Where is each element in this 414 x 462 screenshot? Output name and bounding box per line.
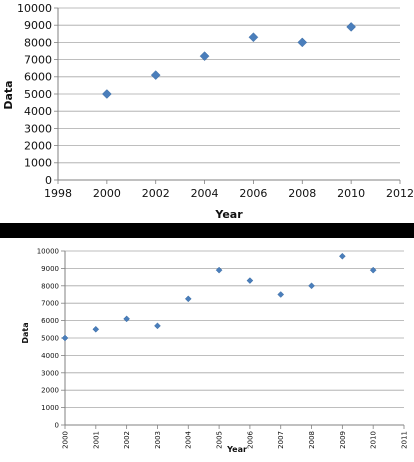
x-tick-label: 2011 (400, 431, 408, 449)
data-points (61, 252, 377, 342)
x-tick-label: 2002 (142, 187, 170, 200)
y-tick-label: 5000 (41, 334, 59, 342)
y-tick-labels: 0 1000 2000 3000 4000 5000 6000 7000 8000 9000 100… (17, 2, 52, 187)
data-point (184, 295, 192, 303)
y-tick-label: 0 (55, 421, 59, 429)
data-point (277, 291, 285, 298)
y-tick-label: 10000 (17, 2, 52, 15)
y-tick-label: 1000 (41, 404, 59, 412)
x-tick-label: 2007 (277, 431, 285, 449)
x-tick-label: 2010 (370, 431, 378, 449)
y-tick-label: 4000 (24, 105, 52, 118)
y-tick-label: 0 (45, 174, 52, 187)
data-point (246, 277, 254, 284)
x-tick-label: 2012 (386, 187, 414, 200)
y-tick-label: 1000 (24, 157, 52, 170)
data-point (308, 282, 315, 290)
data-point (61, 334, 69, 342)
gridlines (65, 250, 404, 426)
x-tick-label: 2009 (339, 431, 347, 449)
x-tick-label: 2003 (154, 431, 162, 449)
scatter-chart-bottom: 0 1000 2000 3000 4000 5000 6000 7000 8000 9000 100… (21, 247, 408, 454)
x-tick-labels: 2000 2001 2002 2003 2004 2005 2006 2007 2008 2009… (61, 430, 408, 448)
data-point (92, 325, 100, 333)
data-point (339, 252, 346, 260)
y-tick-label: 8000 (24, 36, 52, 49)
x-tick-label: 2004 (191, 187, 219, 200)
y-tick-label: 9000 (24, 19, 52, 32)
y-tick-label: 4000 (41, 352, 59, 360)
x-tick-label: 2004 (185, 430, 193, 448)
axes (61, 250, 405, 429)
x-axis-label: Year (214, 208, 243, 221)
y-tick-label: 5000 (24, 88, 52, 101)
x-tick-label: 2001 (92, 431, 100, 449)
x-tick-label: 2002 (123, 431, 131, 449)
data-point (215, 266, 223, 274)
data-points (102, 22, 356, 99)
divider-bar (0, 223, 414, 238)
y-tick-label: 3000 (24, 122, 52, 135)
x-tick-label: 2006 (246, 430, 254, 448)
y-tick-label: 8000 (41, 282, 59, 290)
y-tick-labels: 0 1000 2000 3000 4000 5000 6000 7000 8000 9000 100… (37, 247, 59, 429)
x-tick-label: 2000 (61, 431, 69, 449)
data-point (346, 22, 356, 32)
y-tick-label: 7000 (24, 53, 52, 66)
x-tick-label: 2005 (216, 431, 224, 449)
gridlines (58, 7, 400, 181)
y-tick-label: 6000 (24, 71, 52, 84)
x-tick-label: 2008 (308, 431, 316, 449)
y-tick-label: 3000 (41, 369, 59, 377)
y-axis-label: Data (2, 80, 15, 109)
x-tick-labels: 1998 2000 2002 2004 2006 2008 2010 2012 (44, 187, 414, 200)
x-tick-label: 1998 (44, 187, 72, 200)
data-point (102, 89, 112, 99)
data-point (248, 32, 259, 43)
x-tick-label: 2000 (93, 187, 121, 200)
x-tick-label: 2010 (337, 187, 365, 200)
data-point (154, 322, 161, 330)
y-tick-label: 10000 (37, 247, 59, 255)
y-tick-label: 6000 (41, 317, 59, 325)
scatter-chart-top: 0 1000 2000 3000 4000 5000 6000 7000 8000 9000 100… (2, 2, 414, 221)
y-tick-label: 2000 (41, 387, 59, 395)
data-point (369, 266, 377, 274)
x-tick-label: 2006 (239, 187, 267, 200)
y-tick-label: 9000 (41, 265, 59, 273)
data-point (150, 70, 161, 80)
data-point (199, 51, 210, 62)
y-tick-label: 2000 (24, 139, 52, 152)
data-point (123, 315, 130, 323)
y-tick-label: 7000 (41, 300, 59, 308)
axes (54, 7, 401, 184)
y-axis-label: Data (21, 322, 30, 343)
x-axis-label: Year (226, 445, 247, 454)
x-tick-label: 2008 (288, 187, 316, 200)
data-point (297, 37, 308, 48)
